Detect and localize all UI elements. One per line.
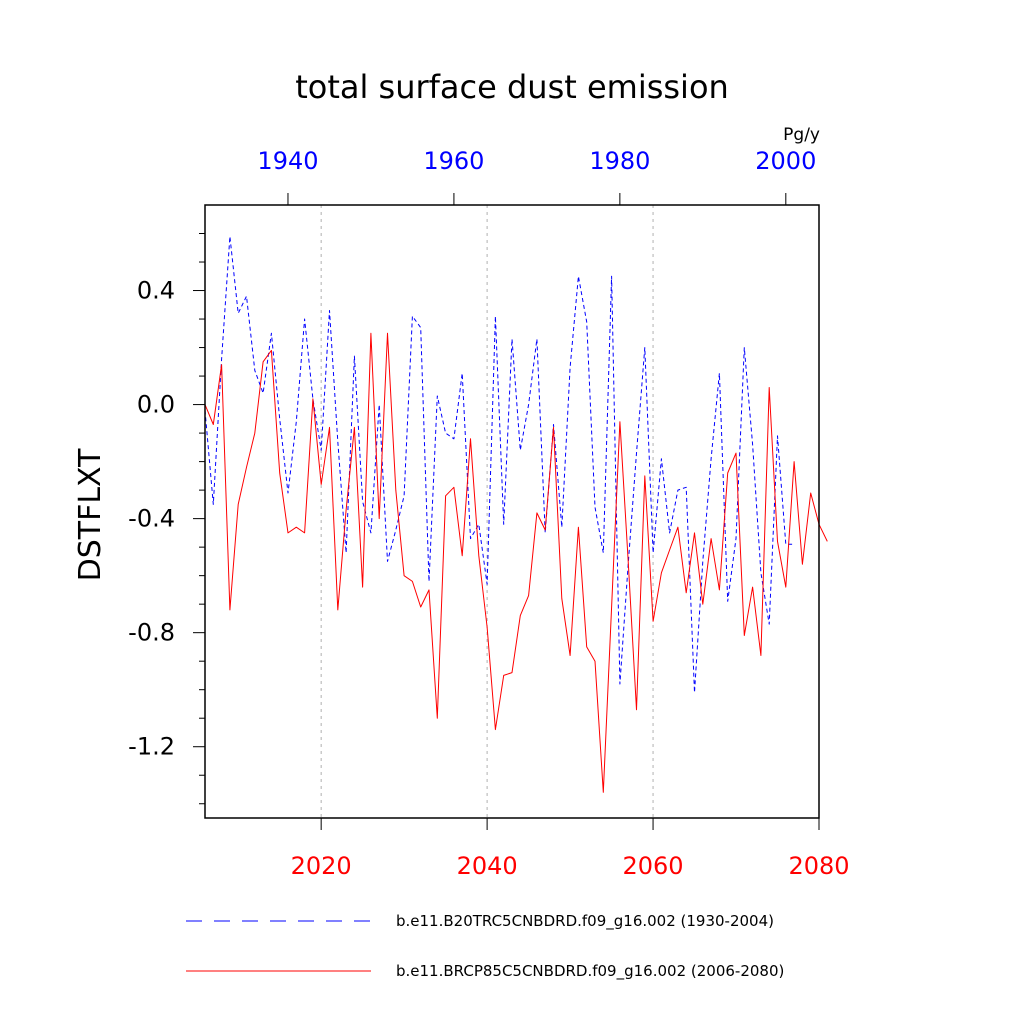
units-label: Pg/y xyxy=(783,125,820,145)
series-line-historical xyxy=(204,235,795,693)
x-bottom-tick-label: 2060 xyxy=(623,852,684,880)
x-top-tick-label: 2000 xyxy=(755,147,816,175)
legend-label-rcp85: b.e11.BRCP85C5CNBDRD.f09_g16.002 (2006-2… xyxy=(396,962,784,981)
x-bottom-tick-label: 2080 xyxy=(788,852,849,880)
x-bottom-tick-label: 2020 xyxy=(291,852,352,880)
y-tick-label: -0.4 xyxy=(128,505,175,533)
axes: -1.2 -0.8 -0.4 0.0 0.4 2020 2040 2060 2080 1940 19… xyxy=(128,147,849,880)
series-lines xyxy=(204,235,828,793)
legend: b.e11.B20TRC5CNBDRD.f09_g16.002 (1930-20… xyxy=(186,912,784,981)
x-bottom-tick-label: 2040 xyxy=(457,852,518,880)
legend-label-historical: b.e11.B20TRC5CNBDRD.f09_g16.002 (1930-20… xyxy=(396,912,774,931)
y-tick-label: -1.2 xyxy=(128,733,175,761)
y-tick-label: 0.4 xyxy=(137,277,175,305)
y-axis-label: DSTFLXT xyxy=(73,448,108,581)
x-top-tick-label: 1940 xyxy=(257,147,318,175)
plot-frame xyxy=(204,204,820,819)
series-line-rcp85 xyxy=(204,332,828,793)
chart-title: total surface dust emission xyxy=(295,68,729,106)
y-tick-label: 0.0 xyxy=(137,391,175,419)
x-top-tick-label: 1980 xyxy=(589,147,650,175)
y-tick-label: -0.8 xyxy=(128,619,175,647)
x-top-tick-label: 1960 xyxy=(423,147,484,175)
